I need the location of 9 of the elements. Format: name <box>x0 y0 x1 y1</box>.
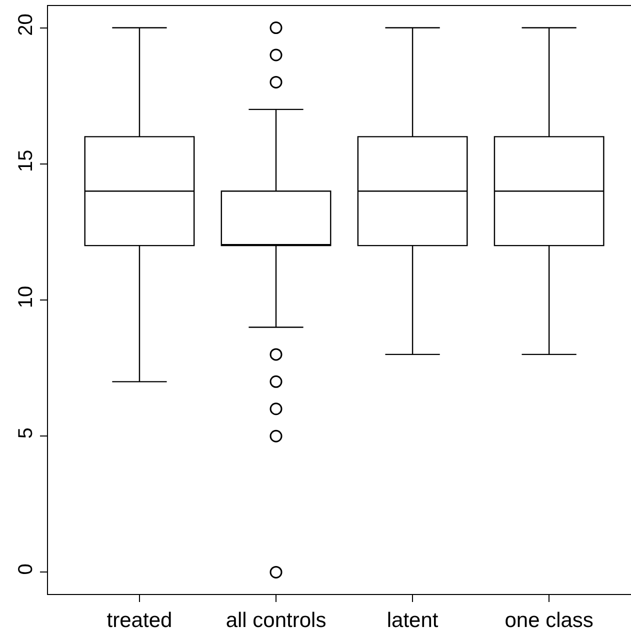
y-tick-label: 0 <box>15 564 37 575</box>
x-tick-label: one class <box>504 609 594 632</box>
y-tick-label: 5 <box>15 428 37 439</box>
y-tick-label: 20 <box>15 14 37 36</box>
x-tick-label: treated <box>106 609 172 632</box>
x-tick-label: all controls <box>226 609 326 632</box>
y-tick-label: 10 <box>15 286 37 308</box>
x-tick-label: latent <box>386 609 438 632</box>
y-tick-label: 15 <box>15 150 37 172</box>
